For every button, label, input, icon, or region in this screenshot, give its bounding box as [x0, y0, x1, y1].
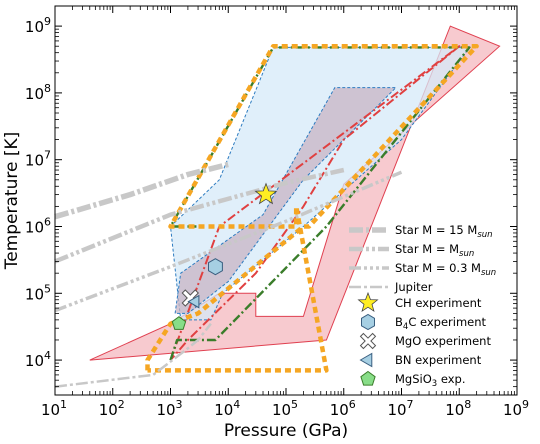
experiment-marker-2	[208, 258, 223, 276]
y-tick-label-1: 104	[25, 349, 51, 370]
x-tick-label-9: 109	[503, 398, 529, 419]
legend-label-2: Star M = Msun	[395, 242, 474, 259]
legend-exp-label-3: MgO experiment	[395, 334, 491, 348]
x-tick-label-6: 106	[330, 398, 356, 419]
series-line-7	[54, 322, 212, 388]
x-tick-label-8: 108	[445, 398, 471, 419]
legend-marker-2	[361, 313, 375, 331]
x-tick-label-5: 105	[272, 398, 298, 419]
y-tick-label-5: 108	[25, 82, 51, 103]
x-tick-label-1: 101	[41, 398, 67, 419]
legend-marker-3	[359, 332, 377, 350]
legend-exp-label-2: B4C experiment	[395, 315, 487, 332]
experiment-marker-layer	[171, 182, 278, 330]
y-tick-label-4: 107	[25, 149, 51, 170]
y-tick-label-3: 106	[25, 215, 51, 236]
legend-exp-label-4: BN experiment	[395, 353, 482, 367]
axis-ticks: 101 102 103 104 105 106 107 108 109 104 105 106 107 1…	[25, 5, 529, 419]
x-axis-label: Pressure (GPa)	[224, 421, 348, 441]
x-tick-label-3: 103	[156, 398, 182, 419]
series-line-5	[54, 167, 345, 264]
y-axis-label: Temperature [K]	[2, 132, 22, 271]
region-layer	[89, 25, 501, 361]
experiment-marker-1	[254, 182, 278, 205]
experiment-marker-5	[171, 316, 187, 330]
legend-marker-4	[359, 352, 373, 368]
x-tick-label-7: 107	[387, 398, 413, 419]
legend-exp-label-1: CH experiment	[395, 296, 482, 310]
y-tick-label-2: 105	[25, 282, 51, 303]
y-tick-label-6: 109	[25, 15, 51, 36]
legend-marker-5	[360, 370, 376, 386]
series-line-1	[169, 45, 461, 361]
legend: Star M = 15 Msun Star M = Msun Star M = 0.…	[349, 223, 496, 389]
legend-marker-1	[357, 291, 379, 313]
x-tick-label-2: 102	[99, 398, 125, 419]
legend-label-3: Star M = 0.3 Msun	[395, 261, 496, 278]
legend-label-1: Star M = 15 Msun	[395, 223, 493, 240]
region-3	[174, 87, 398, 314]
series-line-6	[54, 170, 403, 313]
x-tick-label-4: 104	[214, 398, 240, 419]
legend-label-4: Jupiter	[394, 280, 433, 294]
legend-exp-label-5: MgSiO3 exp.	[395, 372, 466, 389]
experiment-marker-4	[187, 294, 200, 309]
